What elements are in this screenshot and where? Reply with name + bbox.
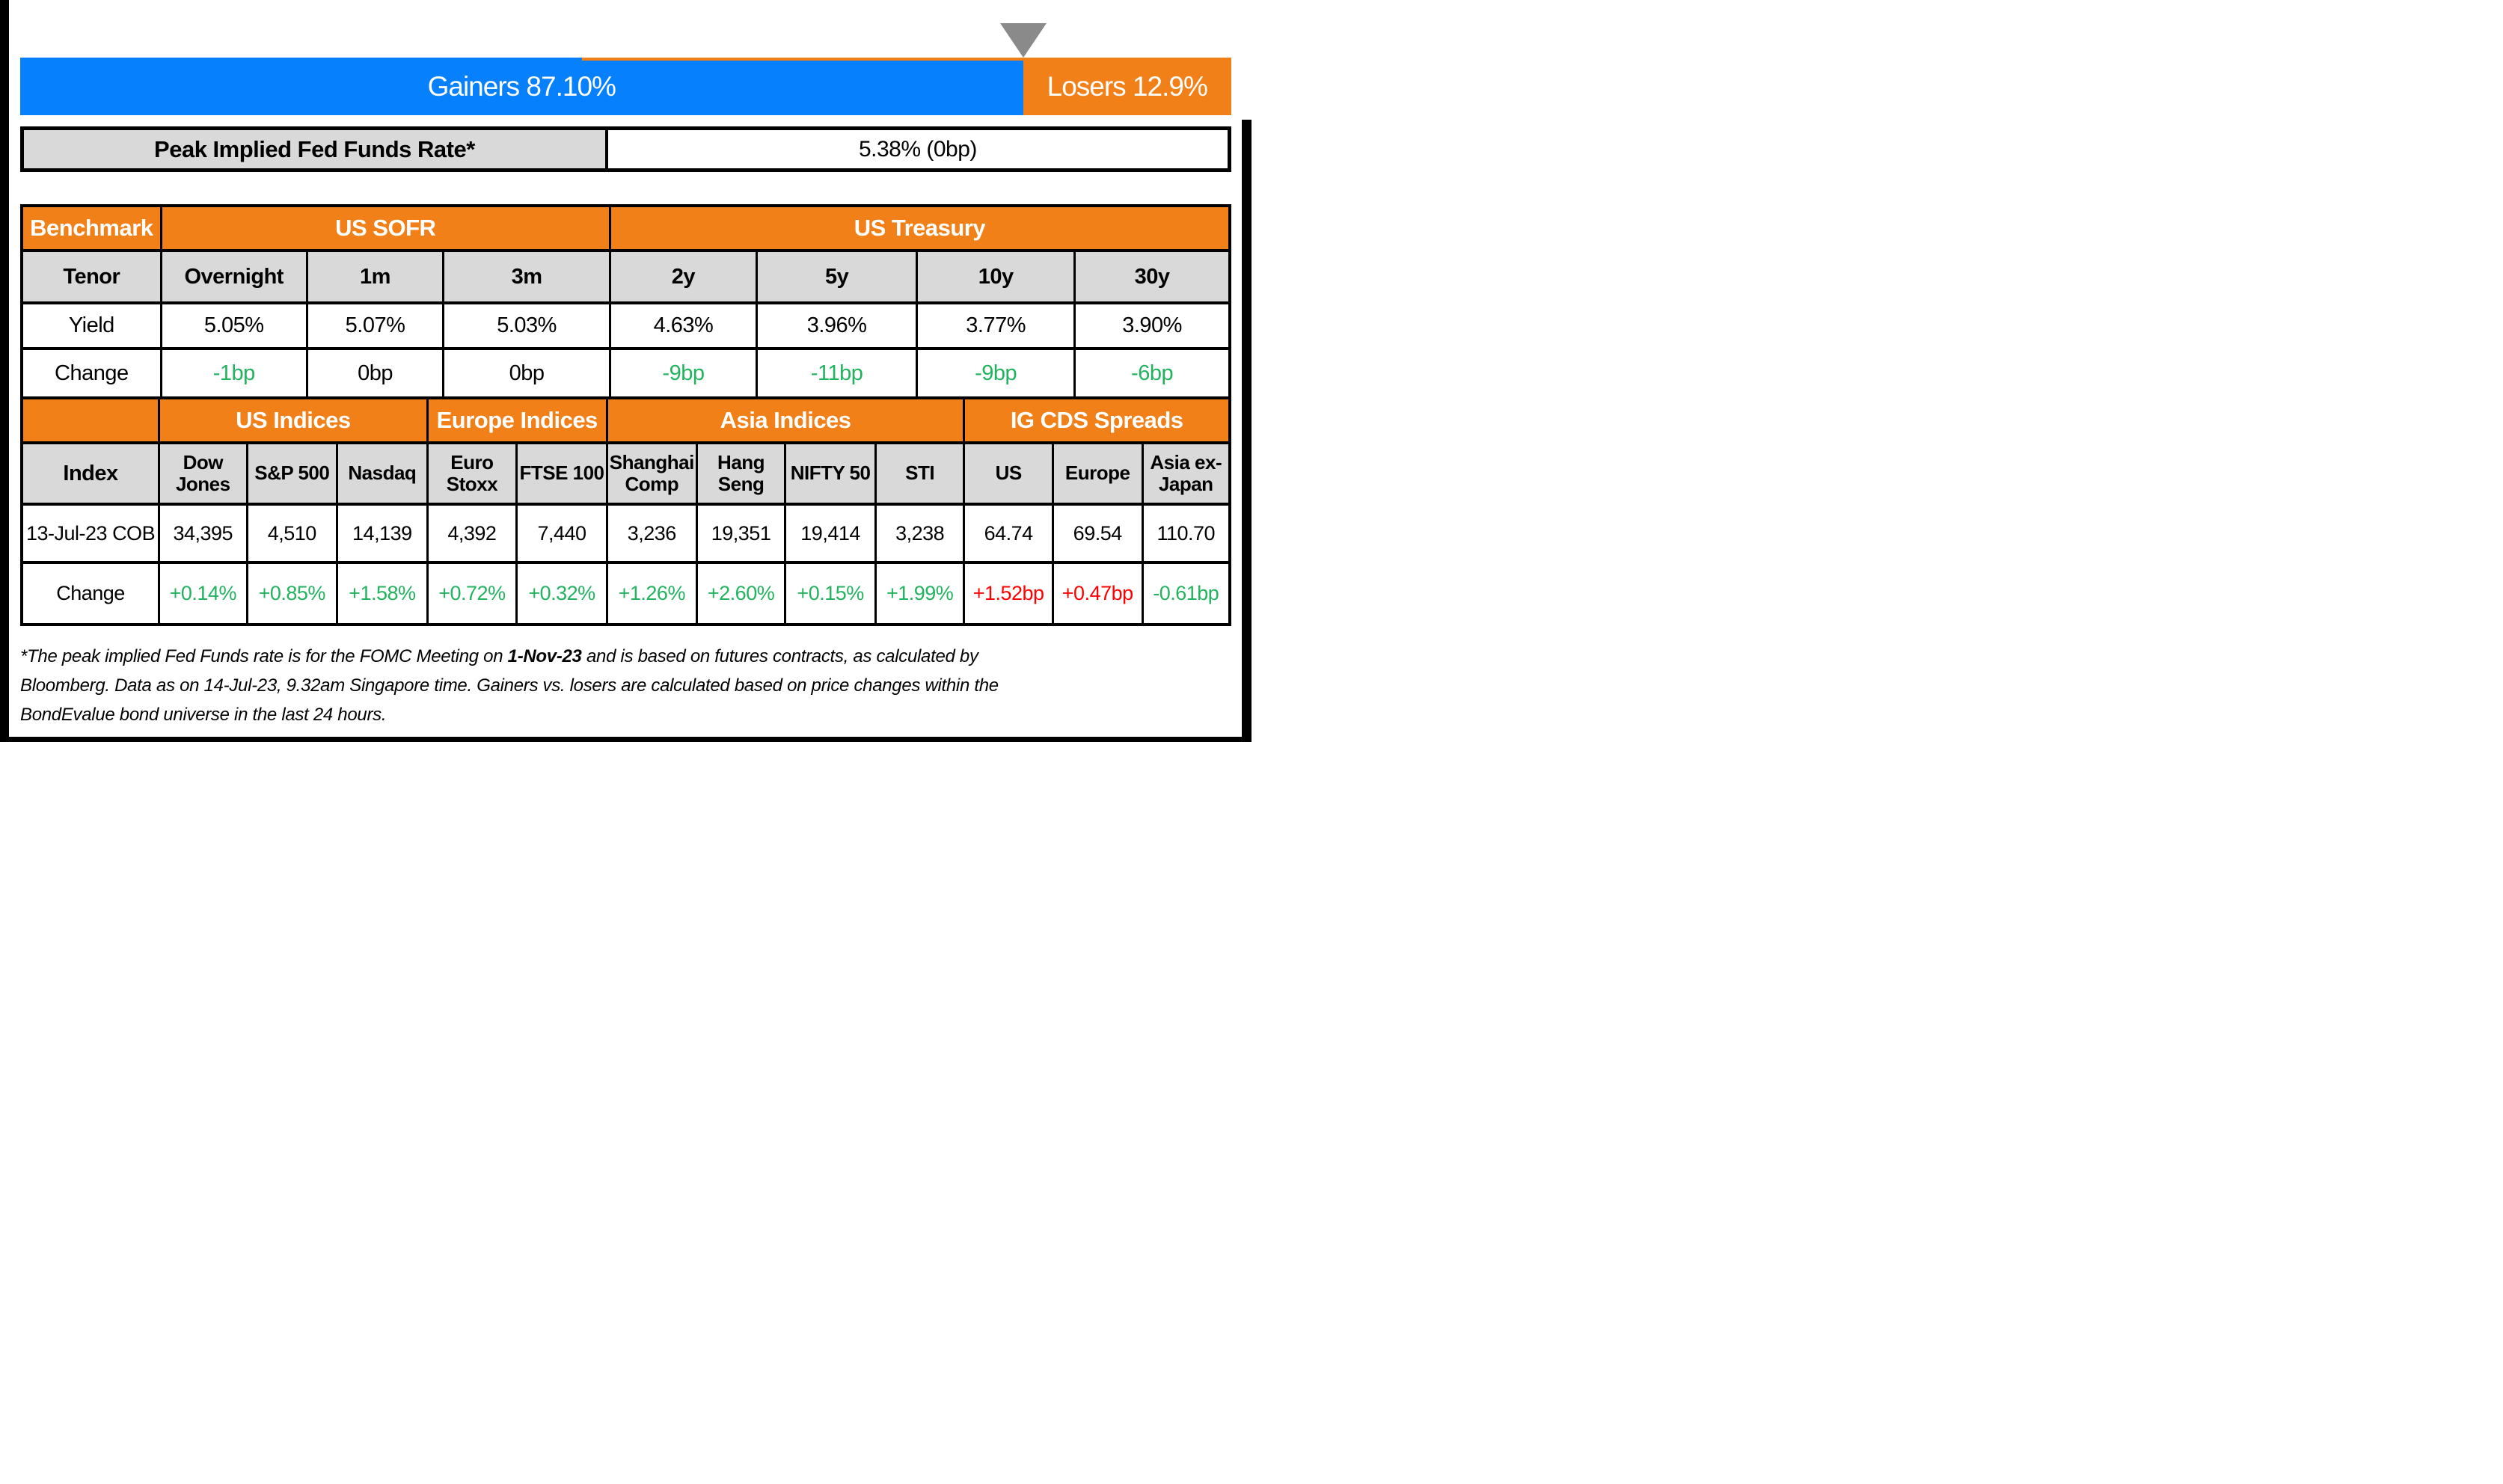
cob-cell: 19,351 — [697, 506, 785, 561]
gainers-losers-bar: Gainers 87.10% Losers 12.9% — [20, 23, 1231, 115]
change-cell: -9bp — [918, 350, 1074, 396]
tenor-5y: 5y — [758, 252, 916, 301]
content: Gainers 87.10% Losers 12.9% Peak Implied… — [0, 23, 1252, 729]
index-header-ftse-100: FTSE 100 — [518, 444, 606, 503]
index-change-cell: +1.52bp — [965, 564, 1052, 623]
index-header-sti: STI — [876, 444, 963, 503]
group-header-us-treasury: US Treasury — [610, 207, 1228, 249]
index-change-cell: +0.32% — [518, 564, 606, 623]
index-change-cell: +0.14% — [160, 564, 246, 623]
index-header-cds-asia-ex-japan: Asia ex-Japan — [1143, 444, 1228, 503]
indices-cds-table: US Indices Europe Indices Asia Indices I… — [20, 399, 1231, 626]
index-header-nasdaq: Nasdaq — [338, 444, 426, 503]
index-change-cell: +1.26% — [607, 564, 696, 623]
index-change-cell: +0.85% — [248, 564, 337, 623]
yield-cell: 5.07% — [307, 304, 443, 347]
yield-cell: 3.90% — [1076, 304, 1228, 347]
footnote-line1: *The peak implied Fed Funds rate is for … — [20, 646, 978, 666]
footnote: *The peak implied Fed Funds rate is for … — [20, 642, 1231, 729]
benchmark-corner-header: Benchmark — [23, 207, 160, 249]
index-change-cell: +0.47bp — [1053, 564, 1142, 623]
index-header-hang-seng: Hang Seng — [697, 444, 785, 503]
group-header-us-indices: US Indices — [160, 399, 426, 441]
cob-cell: 69.54 — [1053, 506, 1142, 561]
group-header-ig-cds-spreads: IG CDS Spreads — [965, 399, 1228, 441]
row-label-change: Change — [23, 350, 160, 396]
cob-cell: 14,139 — [338, 506, 426, 561]
losers-segment: Losers 12.9% — [1023, 58, 1231, 115]
index-change-cell: +0.72% — [428, 564, 516, 623]
peak-fed-funds-value: 5.38% (0bp) — [607, 130, 1228, 168]
frame-bottom-border — [0, 737, 1252, 742]
gainers-segment: Gainers 87.10% — [20, 23, 1047, 115]
frame-left-border — [0, 0, 9, 742]
index-header-cds-us: US — [965, 444, 1052, 503]
yield-cell: 5.05% — [162, 304, 306, 347]
tenor-30y: 30y — [1076, 252, 1228, 301]
gainers-label: Gainers 87.10% — [427, 70, 616, 102]
row-label-cob-date: 13-Jul-23 COB — [23, 506, 159, 561]
yield-cell: 3.77% — [918, 304, 1074, 347]
index-header-shanghai-comp: Shanghai Comp — [607, 444, 696, 503]
tenor-3m: 3m — [444, 252, 609, 301]
peak-fed-funds-label: Peak Implied Fed Funds Rate* — [24, 130, 605, 168]
tenor-2y: 2y — [610, 252, 756, 301]
yield-cell: 5.03% — [444, 304, 609, 347]
tenor-overnight: Overnight — [162, 252, 306, 301]
frame-right-border — [1242, 120, 1252, 742]
cob-cell: 3,238 — [876, 506, 963, 561]
footnote-line2: Bloomberg. Data as on 14-Jul-23, 9.32am … — [20, 675, 999, 696]
row-label-yield: Yield — [23, 304, 160, 347]
pointer-triangle-icon — [999, 23, 1047, 58]
yield-cell: 3.96% — [758, 304, 916, 347]
stacked-bar: Gainers 87.10% Losers 12.9% — [20, 23, 1231, 115]
row-label-index: Index — [23, 444, 159, 503]
cob-cell: 4,392 — [428, 506, 516, 561]
cob-cell: 3,236 — [607, 506, 696, 561]
row-label-index-change: Change — [23, 564, 159, 623]
bar-accent-line — [581, 58, 1023, 61]
index-change-cell: +0.15% — [786, 564, 874, 623]
index-change-cell: +1.58% — [338, 564, 426, 623]
losers-label: Losers 12.9% — [1047, 70, 1208, 102]
index-header-euro-stoxx: Euro Stoxx — [428, 444, 516, 503]
index-change-cell: -0.61bp — [1143, 564, 1228, 623]
index-change-cell: +2.60% — [697, 564, 785, 623]
change-cell: 0bp — [307, 350, 443, 396]
row-label-tenor: Tenor — [23, 252, 160, 301]
change-cell: -1bp — [162, 350, 306, 396]
cob-cell: 19,414 — [786, 506, 874, 561]
footnote-line3: BondEvalue bond universe in the last 24 … — [20, 705, 387, 725]
indices-corner-blank — [23, 399, 159, 441]
market-snapshot-infographic: Gainers 87.10% Losers 12.9% Peak Implied… — [0, 0, 1252, 742]
tenor-10y: 10y — [918, 252, 1074, 301]
cob-cell: 34,395 — [160, 506, 246, 561]
cob-cell: 7,440 — [518, 506, 606, 561]
index-header-sp500: S&P 500 — [248, 444, 337, 503]
index-header-nifty-50: NIFTY 50 — [786, 444, 874, 503]
change-cell: -9bp — [610, 350, 756, 396]
tenor-1m: 1m — [307, 252, 443, 301]
benchmark-rates-table: Benchmark US SOFR US Treasury Tenor Over… — [20, 204, 1231, 399]
group-header-asia-indices: Asia Indices — [607, 399, 963, 441]
peak-fed-funds-row: Peak Implied Fed Funds Rate* 5.38% (0bp) — [20, 126, 1231, 172]
group-header-europe-indices: Europe Indices — [428, 399, 606, 441]
change-cell: -6bp — [1076, 350, 1228, 396]
change-cell: 0bp — [444, 350, 609, 396]
cob-cell: 4,510 — [248, 506, 337, 561]
index-change-cell: +1.99% — [876, 564, 963, 623]
group-header-us-sofr: US SOFR — [162, 207, 609, 249]
footnote-bold-date: 1-Nov-23 — [507, 646, 582, 666]
change-cell: -11bp — [758, 350, 916, 396]
yield-cell: 4.63% — [610, 304, 756, 347]
cob-cell: 64.74 — [965, 506, 1052, 561]
index-header-cds-europe: Europe — [1053, 444, 1142, 503]
index-header-dow-jones: Dow Jones — [160, 444, 246, 503]
cob-cell: 110.70 — [1143, 506, 1228, 561]
